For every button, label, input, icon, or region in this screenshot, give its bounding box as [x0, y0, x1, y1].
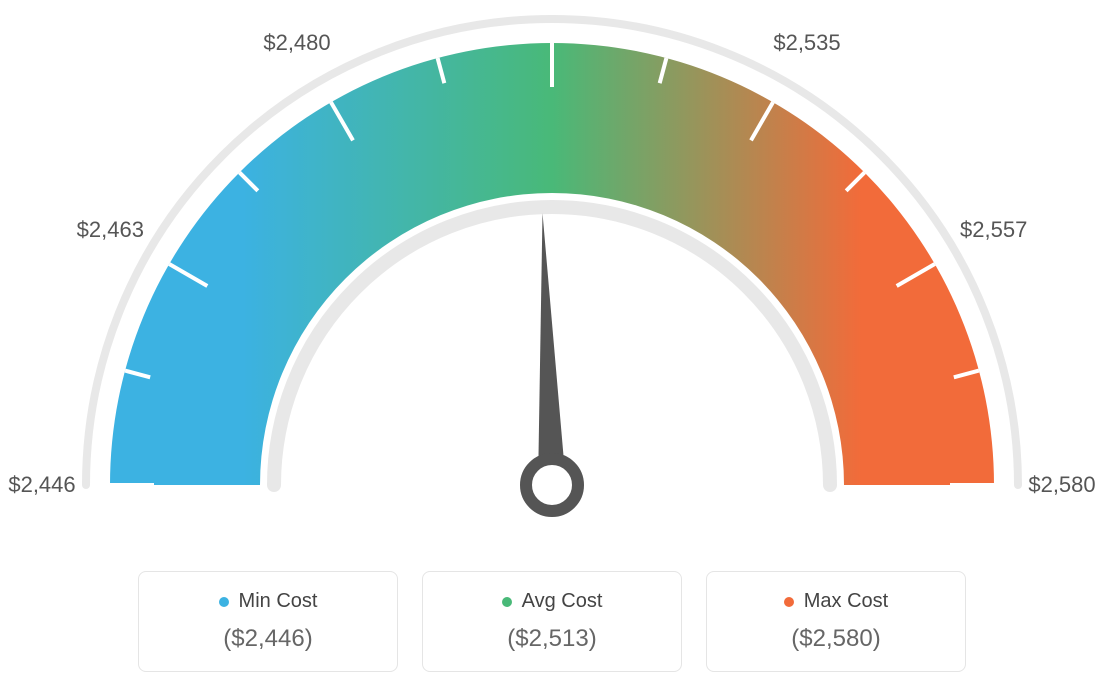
gauge-tick-label: $2,446 [8, 472, 75, 498]
min-dot-icon [219, 597, 229, 607]
max-dot-icon [784, 597, 794, 607]
avg-cost-label: Avg Cost [522, 590, 603, 613]
avg-cost-value: ($2,513) [451, 625, 653, 653]
max-cost-value: ($2,580) [735, 625, 937, 653]
max-cost-label: Max Cost [804, 590, 888, 613]
max-cost-head: Max Cost [735, 590, 937, 613]
min-cost-value: ($2,446) [167, 625, 369, 653]
min-cost-card: Min Cost ($2,446) [138, 571, 398, 672]
avg-cost-card: Avg Cost ($2,513) [422, 571, 682, 672]
max-cost-card: Max Cost ($2,580) [706, 571, 966, 672]
summary-cards: Min Cost ($2,446) Avg Cost ($2,513) Max … [138, 571, 966, 672]
gauge-tick-label: $2,463 [77, 217, 144, 243]
avg-dot-icon [502, 597, 512, 607]
gauge-tick-label: $2,580 [1028, 472, 1095, 498]
min-cost-label: Min Cost [239, 590, 318, 613]
avg-cost-head: Avg Cost [451, 590, 653, 613]
gauge-tick-label: $2,480 [263, 30, 330, 56]
gauge-svg [0, 0, 1104, 560]
gauge-tick-label: $2,535 [773, 30, 840, 56]
cost-gauge: $2,446$2,463$2,480$2,513$2,535$2,557$2,5… [0, 0, 1104, 540]
min-cost-head: Min Cost [167, 590, 369, 613]
gauge-tick-label: $2,557 [960, 217, 1027, 243]
